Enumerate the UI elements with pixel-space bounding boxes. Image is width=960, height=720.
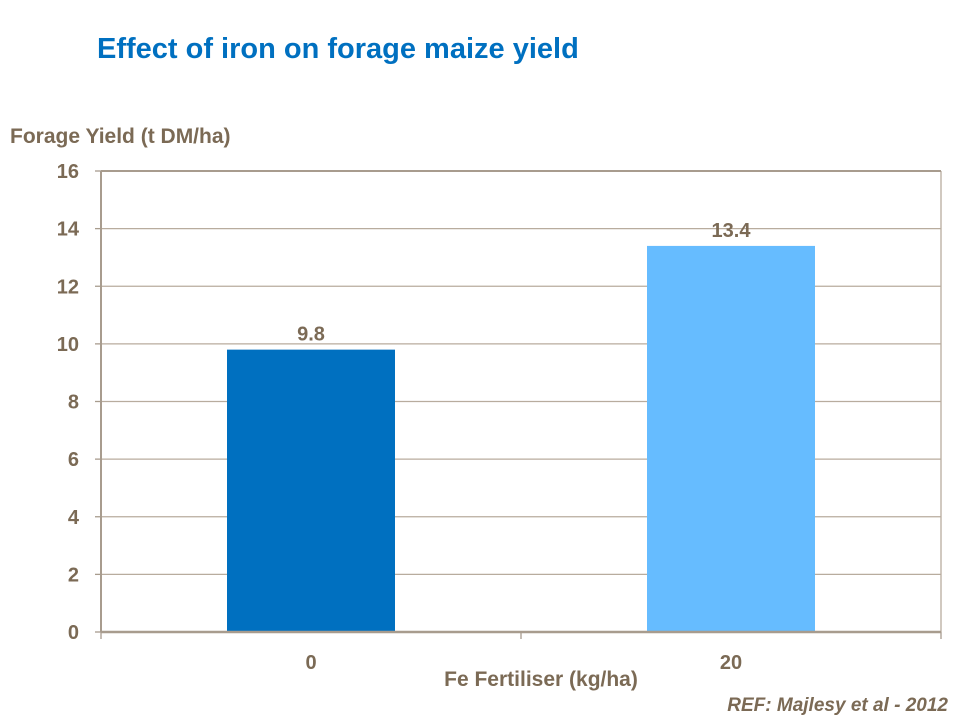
x-axis-label: Fe Fertiliser (kg/ha): [444, 668, 638, 691]
y-tick-label: 4: [68, 507, 80, 529]
y-tick-label: 16: [57, 161, 79, 183]
y-tick-label: 14: [57, 219, 80, 241]
y-tick-label: 8: [68, 392, 79, 414]
y-tick-label: 10: [57, 334, 79, 356]
y-tick-label: 2: [68, 564, 79, 586]
y-tick-label: 12: [57, 276, 79, 298]
x-tick-label: 0: [305, 652, 316, 674]
y-tick-label: 6: [68, 449, 79, 471]
data-label: 13.4: [712, 220, 752, 242]
y-tick-label: 0: [68, 622, 79, 644]
bar-20: [647, 245, 815, 632]
reference-annotation: REF: Majlesy et al - 2012: [727, 695, 948, 716]
chart-title: Effect of iron on forage maize yield: [97, 33, 579, 65]
x-tick-label: 20: [720, 652, 742, 674]
bar-0: [227, 349, 395, 632]
y-axis-label: Forage Yield (t DM/ha): [10, 125, 231, 148]
data-label: 9.8: [297, 324, 325, 346]
